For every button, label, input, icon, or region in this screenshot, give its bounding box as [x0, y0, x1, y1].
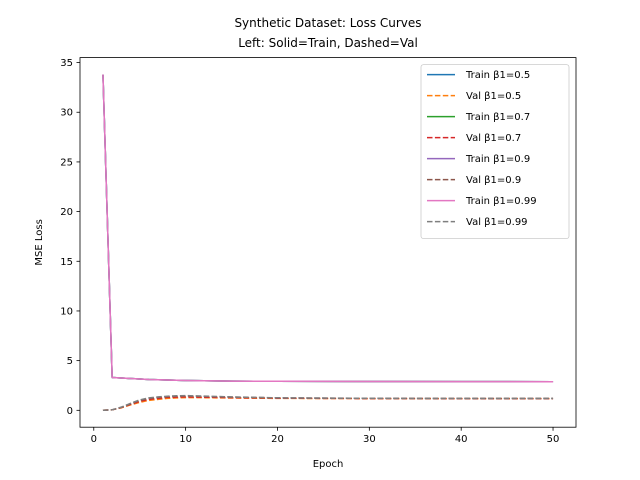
- legend-label: Train β1=0.9: [465, 154, 530, 165]
- x-tick-label: 20: [271, 434, 284, 445]
- legend-label: Val β1=0.5: [466, 91, 521, 102]
- legend-label: Train β1=0.7: [465, 112, 530, 123]
- x-tick-label: 0: [91, 434, 97, 445]
- y-tick-label: 25: [60, 157, 73, 168]
- y-tick-label: 5: [67, 356, 73, 367]
- legend-label: Val β1=0.7: [466, 133, 521, 144]
- y-axis-label: MSE Loss: [34, 219, 45, 265]
- y-tick-label: 10: [60, 306, 73, 317]
- plot-area: [102, 74, 554, 412]
- x-tick-label: 30: [363, 434, 376, 445]
- x-tick-label: 40: [455, 434, 468, 445]
- legend-label: Val β1=0.99: [466, 217, 528, 228]
- series-line-val-7: [102, 394, 554, 412]
- y-tick-label: 35: [60, 58, 73, 69]
- y-tick-label: 0: [67, 406, 73, 417]
- x-tick-label: 10: [179, 434, 192, 445]
- x-axis-label: Epoch: [313, 459, 344, 470]
- chart-title: Synthetic Dataset: Loss Curves: [234, 16, 421, 30]
- y-tick-label: 30: [60, 108, 73, 119]
- axis-ticks: 0 10 20 30 40 50 0 5 10 15 20 25 30 35: [60, 58, 559, 445]
- legend-label: Train β1=0.99: [465, 196, 537, 207]
- series-line-train-6: [102, 74, 554, 383]
- legend-label: Train β1=0.5: [465, 70, 530, 81]
- y-tick-label: 15: [60, 257, 73, 268]
- x-tick-label: 50: [547, 434, 560, 445]
- y-tick-label: 20: [60, 207, 73, 218]
- legend-label: Val β1=0.9: [466, 175, 521, 186]
- legend: Train β1=0.5 Val β1=0.5 Train β1=0.7 Val β1…: [420, 64, 570, 239]
- chart-subtitle: Left: Solid=Train, Dashed=Val: [238, 36, 418, 50]
- legend-box: [420, 64, 570, 239]
- axes-frame: [79, 57, 577, 428]
